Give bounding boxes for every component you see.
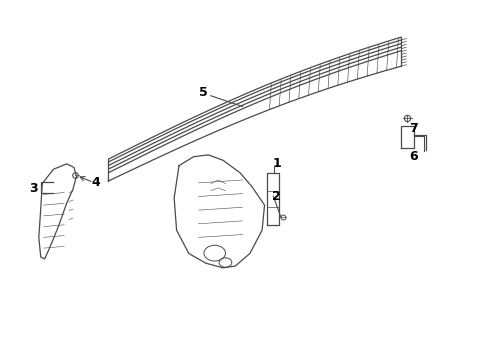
Text: 5: 5 xyxy=(199,86,208,99)
Text: 1: 1 xyxy=(272,157,281,170)
Text: 3: 3 xyxy=(29,183,38,195)
Text: 4: 4 xyxy=(92,176,100,189)
Text: 7: 7 xyxy=(409,122,418,135)
Text: 2: 2 xyxy=(272,190,281,203)
Text: 6: 6 xyxy=(409,150,418,163)
